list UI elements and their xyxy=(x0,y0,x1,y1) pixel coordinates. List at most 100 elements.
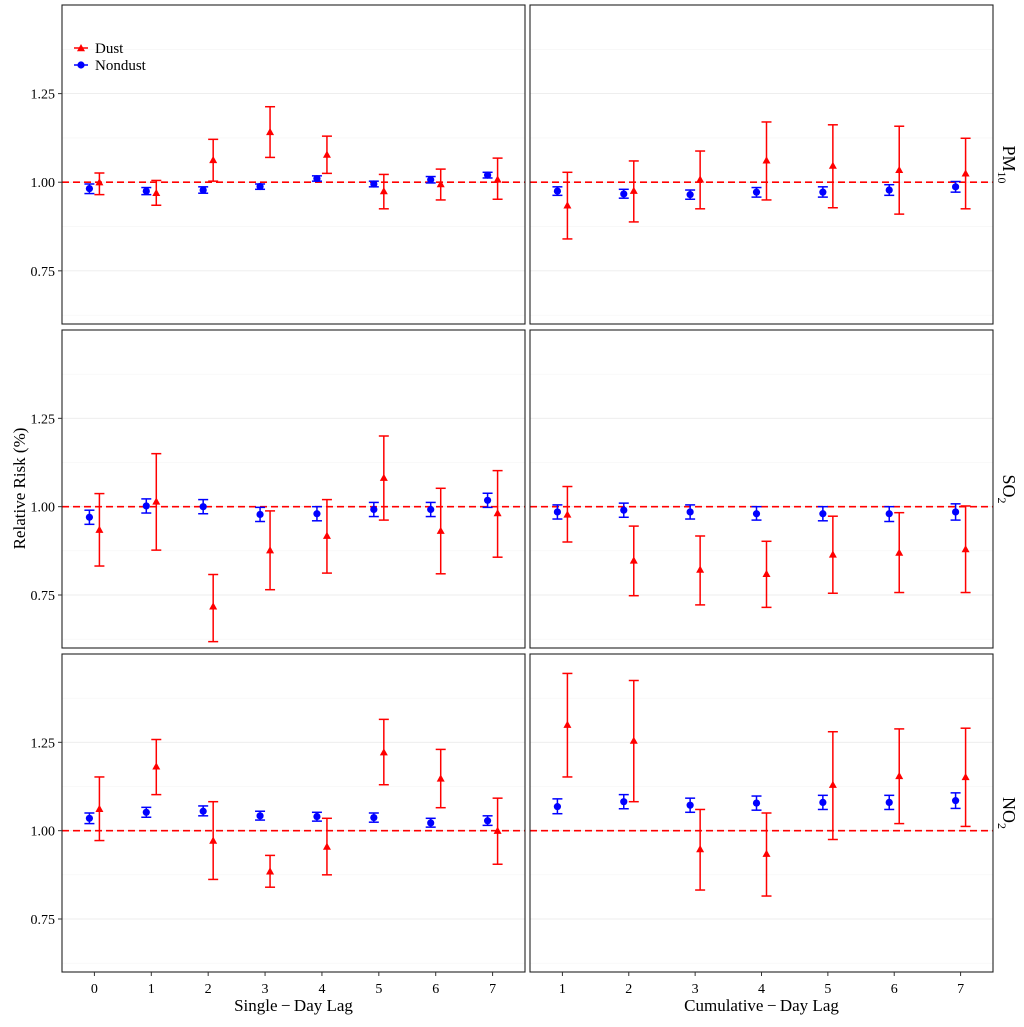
row-strip-label: PM10 xyxy=(995,145,1019,183)
strip-label-sub: 10 xyxy=(995,172,1009,184)
panel-border xyxy=(529,4,994,325)
panel-r2-c1 xyxy=(529,653,994,973)
dust-point xyxy=(95,178,104,186)
strip-label-main: NO xyxy=(999,797,1019,823)
nondust-point xyxy=(819,510,827,518)
dust-point xyxy=(563,510,572,518)
nondust-point xyxy=(553,508,562,516)
nondust-point xyxy=(142,502,150,510)
dust-point xyxy=(322,150,331,158)
nondust-point xyxy=(483,496,492,504)
nondust-point xyxy=(427,505,435,514)
dust-point xyxy=(493,509,502,517)
dust-point xyxy=(322,531,331,539)
panel-r0-c0 xyxy=(61,4,526,325)
nondust-point xyxy=(752,799,761,807)
dust-point xyxy=(379,473,388,481)
nondust-point xyxy=(256,182,264,191)
panel-border xyxy=(61,653,526,973)
x-tick-label: 7 xyxy=(957,982,964,997)
dust-point xyxy=(696,175,705,183)
nondust-point xyxy=(427,819,435,827)
nondust-point xyxy=(370,505,378,514)
dust-point xyxy=(266,867,275,875)
x-tick-label: 4 xyxy=(758,982,765,997)
dust-point xyxy=(152,497,161,505)
nondust-point xyxy=(142,808,150,816)
strip-label-sub: 2 xyxy=(995,823,1009,829)
x-tick-label: 3 xyxy=(262,982,269,997)
nondust-point xyxy=(752,510,761,518)
x-tick-label: 6 xyxy=(432,982,439,997)
nondust-point xyxy=(85,513,94,521)
x-tick-label: 5 xyxy=(824,982,831,997)
nondust-point xyxy=(142,187,150,195)
dust-point xyxy=(436,179,445,188)
dust-point xyxy=(828,780,837,788)
strip-label-main: PM xyxy=(999,145,1019,171)
nondust-point xyxy=(313,175,321,183)
dust-point xyxy=(895,165,904,174)
legend-swatch-nondust-marker xyxy=(77,61,85,69)
nondust-point xyxy=(85,814,94,822)
dust-point xyxy=(961,772,970,781)
panel-r2-c0 xyxy=(61,653,526,973)
y-tick-label: 1.00 xyxy=(31,176,56,191)
x-tick-label: 4 xyxy=(318,982,325,997)
x-tick-label: 1 xyxy=(559,982,566,997)
nondust-point xyxy=(819,798,827,807)
nondust-point xyxy=(686,801,694,809)
dust-point xyxy=(493,826,502,834)
y-tick-label: 0.75 xyxy=(31,265,56,280)
legend-label-nondust: Nondust xyxy=(95,58,147,74)
nondust-point xyxy=(752,188,761,196)
nondust-point xyxy=(483,817,492,825)
dust-point xyxy=(266,546,275,554)
dust-point xyxy=(379,187,388,195)
y-tick-label: 1.25 xyxy=(31,88,56,103)
x-tick-label: 2 xyxy=(625,982,632,997)
panel-border xyxy=(529,329,994,649)
dust-point xyxy=(696,565,705,573)
y-tick-label: 0.75 xyxy=(31,913,56,928)
dust-point xyxy=(895,548,904,556)
nondust-point xyxy=(819,188,827,196)
dust-point xyxy=(762,156,771,164)
dust-point xyxy=(493,175,502,183)
panel-border xyxy=(61,4,526,325)
nondust-point xyxy=(553,187,562,195)
x-tick-label: 7 xyxy=(489,982,496,997)
nondust-point xyxy=(256,510,264,519)
nondust-point xyxy=(620,506,628,514)
dust-point xyxy=(961,169,970,177)
dust-point xyxy=(696,845,705,853)
dust-point xyxy=(828,550,837,558)
x-tick-label: 1 xyxy=(148,982,155,997)
x-axis-title-single: Single − Day Lag xyxy=(234,996,353,1015)
legend-swatch-dust-marker xyxy=(77,44,85,52)
nondust-point xyxy=(370,813,378,822)
nondust-point xyxy=(483,171,492,179)
nondust-point xyxy=(620,798,628,806)
x-tick-label: 3 xyxy=(692,982,699,997)
nondust-point xyxy=(199,807,207,815)
panel-r0-c1 xyxy=(529,4,994,325)
dust-point xyxy=(762,849,771,857)
x-tick-label: 6 xyxy=(891,982,898,997)
nondust-point xyxy=(85,185,94,193)
dust-point xyxy=(209,602,218,610)
nondust-point xyxy=(553,803,562,811)
y-tick-label: 1.25 xyxy=(31,412,56,427)
strip-label-sub: 2 xyxy=(995,498,1009,504)
nondust-point xyxy=(951,183,960,191)
dust-point xyxy=(563,201,572,209)
dust-point xyxy=(629,556,638,564)
panel-r1-c0 xyxy=(61,329,526,649)
dust-point xyxy=(209,155,218,164)
dust-point xyxy=(895,771,904,780)
legend-label-dust: Dust xyxy=(95,41,124,57)
y-axis-title: Relative Risk (%) xyxy=(10,428,29,550)
dust-point xyxy=(961,545,970,553)
x-tick-label: 2 xyxy=(205,982,212,997)
